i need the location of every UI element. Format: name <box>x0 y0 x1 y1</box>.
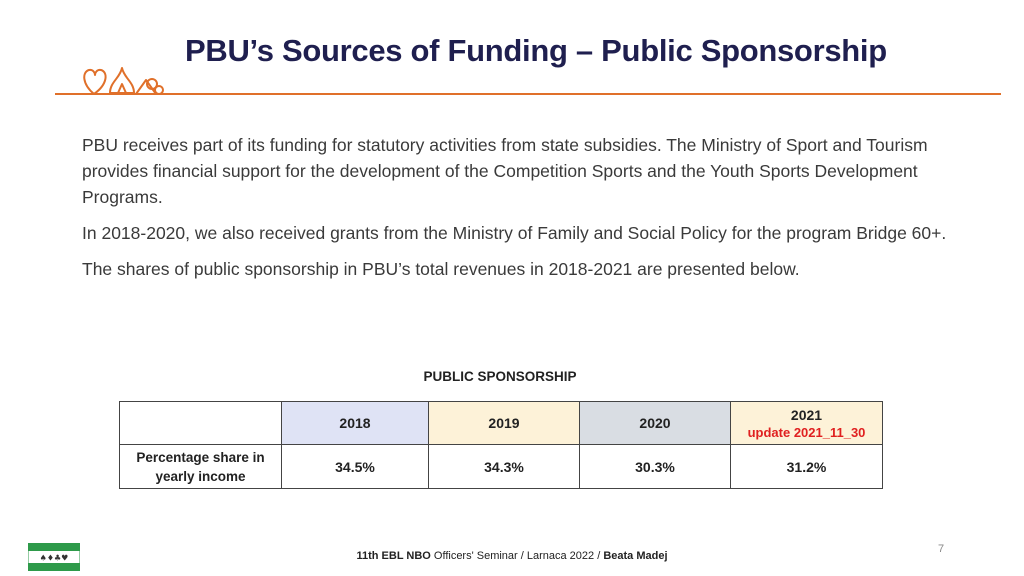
page-number: 7 <box>938 543 945 555</box>
update-note: update 2021_11_30 <box>747 424 866 440</box>
footer-credits: 11th EBL NBO Officers' Seminar / Larnaca… <box>0 550 1024 562</box>
public-sponsorship-table: 2018 2019 2020 2021 update 2021_11_30 Pe… <box>119 401 883 489</box>
paragraph-shares: The shares of public sponsorship in PBU’… <box>82 259 800 279</box>
column-header-2021: 2021 update 2021_11_30 <box>730 401 883 445</box>
column-header-2018: 2018 <box>281 401 429 445</box>
column-header-label: 2020 <box>639 415 671 431</box>
title-divider <box>55 93 1001 95</box>
paragraph-grants: In 2018-2020, we also received grants fr… <box>82 223 947 243</box>
table-corner-cell <box>119 401 282 445</box>
svg-text:♠♦♣♥: ♠♦♣♥ <box>40 554 69 563</box>
table-row: Percentage share in yearly income 34.5% … <box>119 444 883 489</box>
paragraph-funding-intro: PBU receives part of its funding for sta… <box>82 135 928 207</box>
table-header-row: 2018 2019 2020 2021 update 2021_11_30 <box>119 401 883 445</box>
slide-title: PBU’s Sources of Funding – Public Sponso… <box>185 33 887 68</box>
body-text: PBU receives part of its funding for sta… <box>82 132 972 292</box>
footer-event-details: Officers' Seminar / Larnaca 2022 / <box>430 550 604 562</box>
column-header-2019: 2019 <box>428 401 580 445</box>
row-label: Percentage share in yearly income <box>119 444 282 489</box>
card-suits-logo-icon <box>83 67 164 95</box>
column-header-label: 2018 <box>339 415 371 431</box>
column-header-label: 2019 <box>488 415 520 431</box>
footer-event-name: 11th EBL NBO <box>356 550 431 562</box>
value-cell-2021: 31.2% <box>730 444 883 489</box>
footer-author: Beata Madej <box>603 550 668 562</box>
value-cell-2019: 34.3% <box>428 444 580 489</box>
value-cell-2020: 30.3% <box>579 444 731 489</box>
column-header-2020: 2020 <box>579 401 731 445</box>
table-title: PUBLIC SPONSORSHIP <box>423 369 577 384</box>
value-cell-2018: 34.5% <box>281 444 429 489</box>
column-header-label: 2021 <box>790 406 823 423</box>
ebl-flag-logo-icon: ♠♦♣♥ <box>28 543 80 571</box>
